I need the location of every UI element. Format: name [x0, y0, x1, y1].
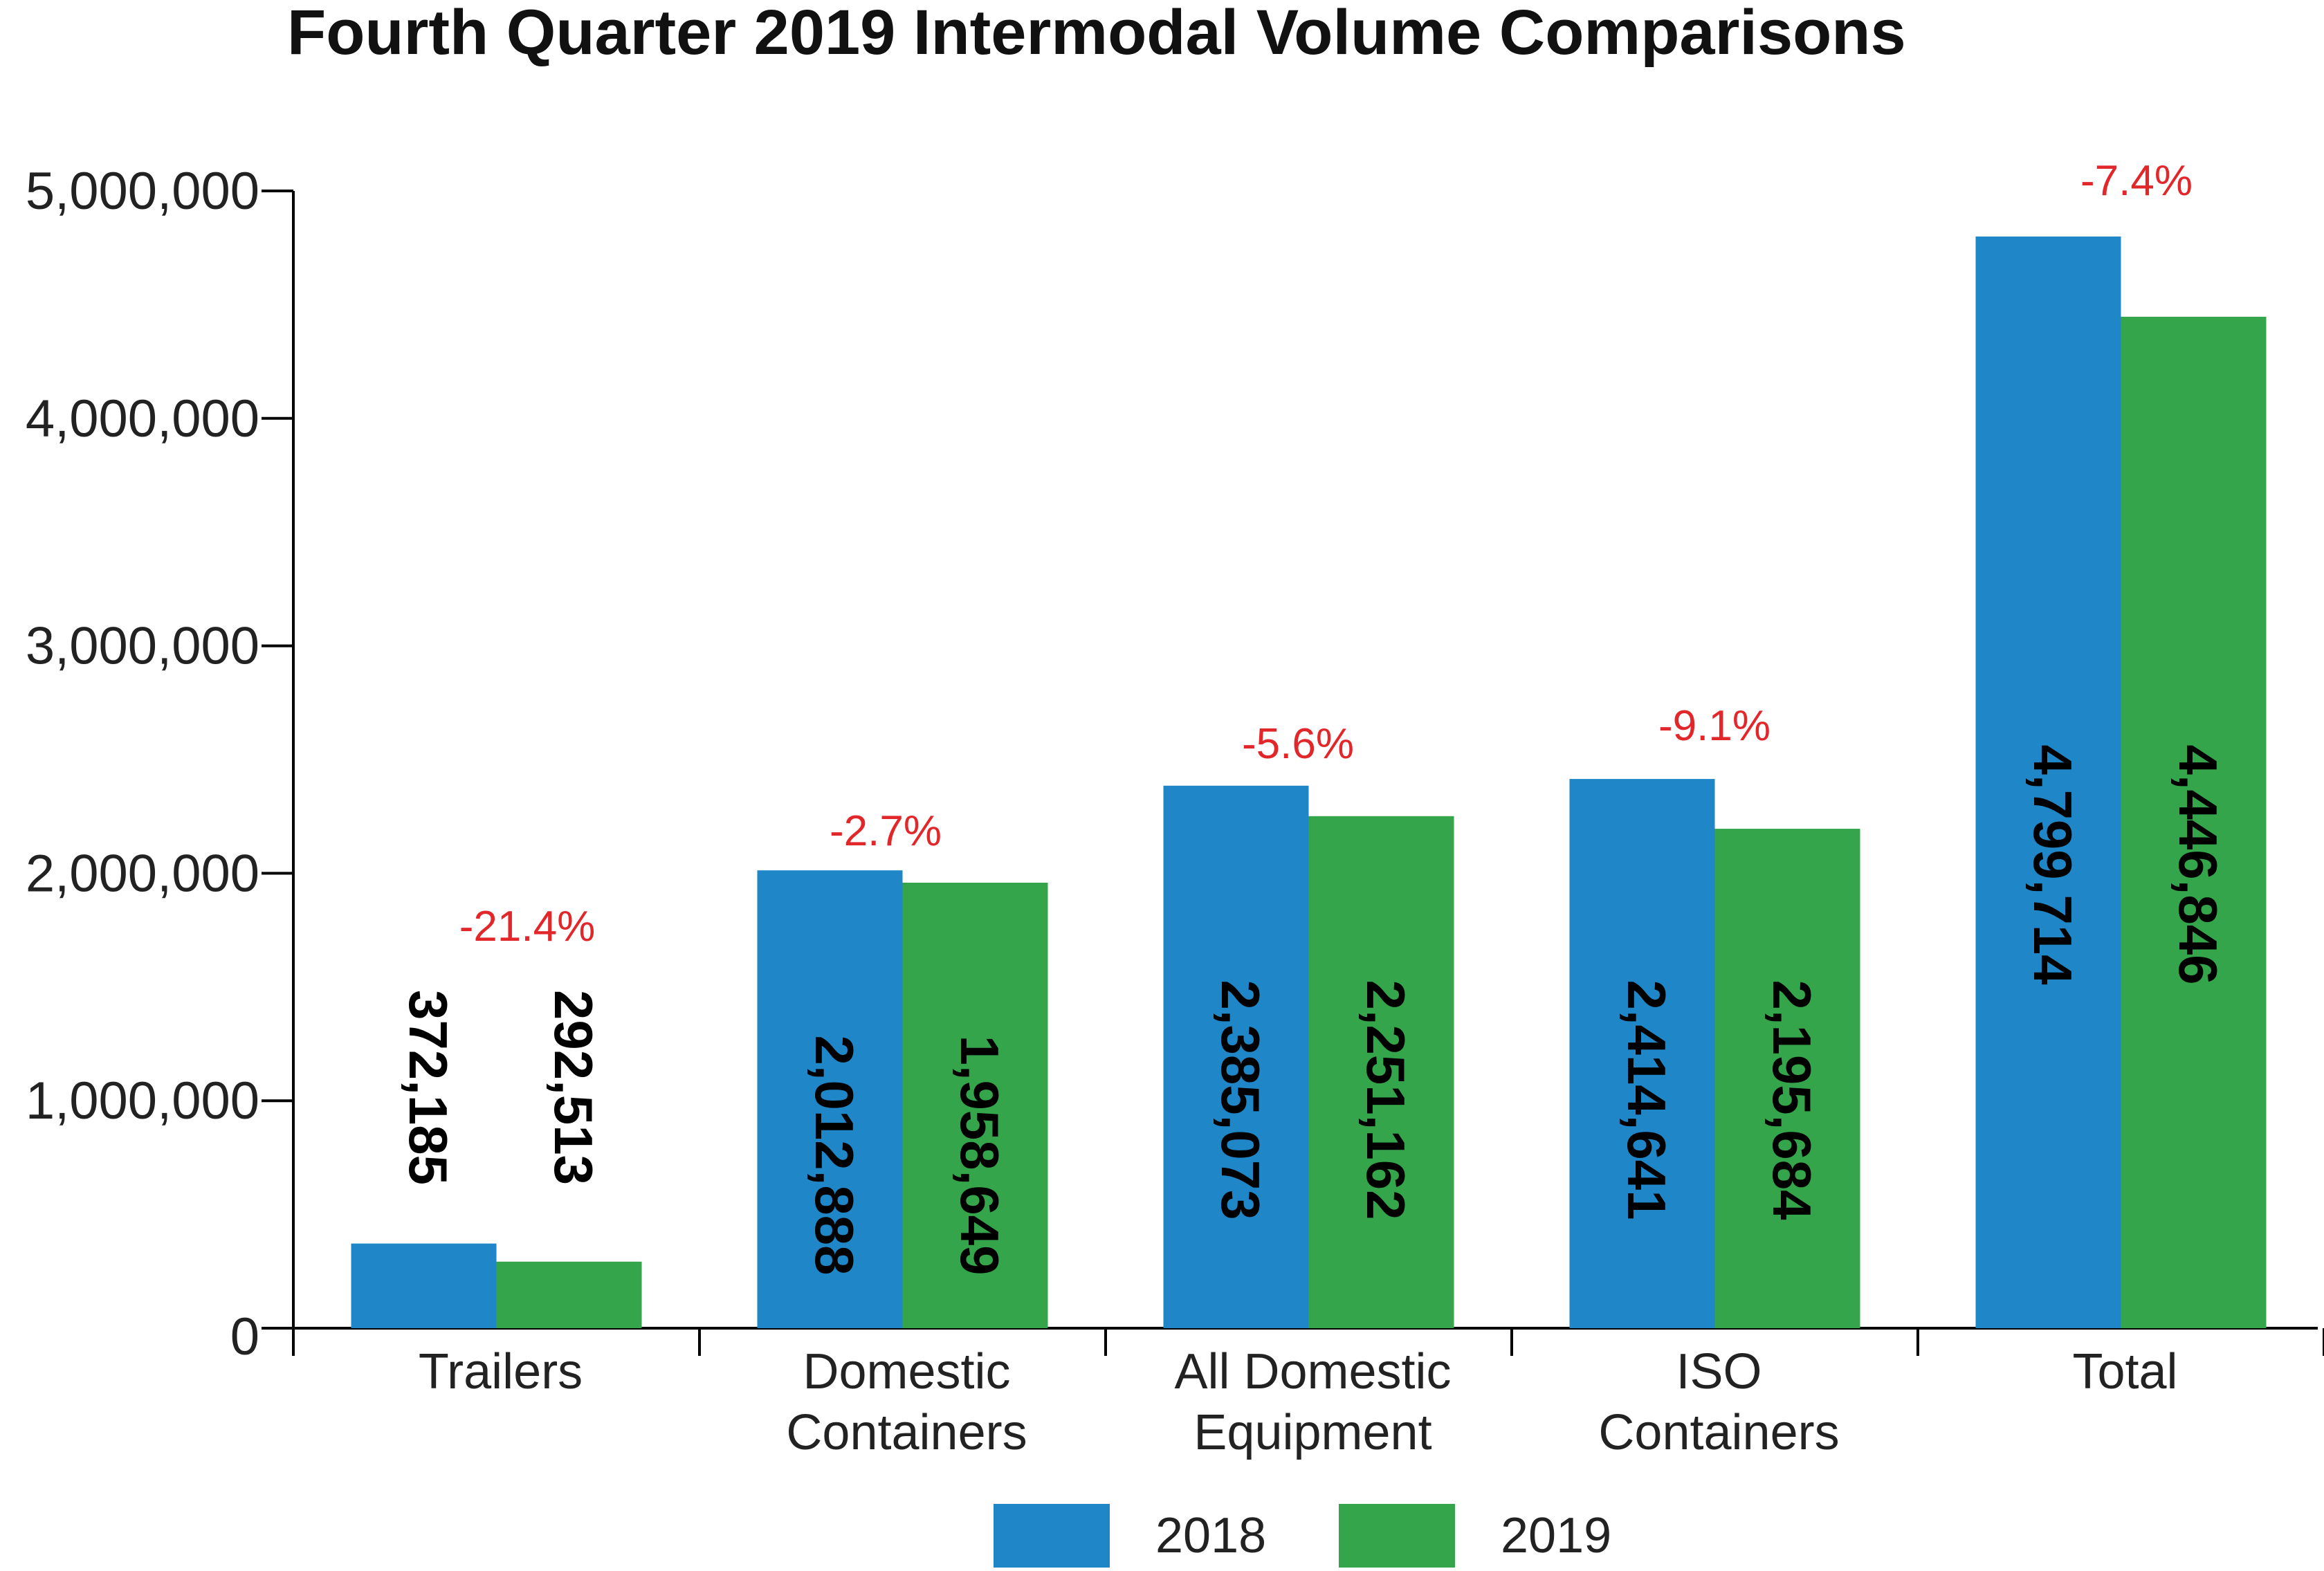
chart-title: Fourth Quarter 2019 Intermodal Volume Co…	[287, 0, 1906, 68]
pct-change-label: -21.4%	[459, 903, 595, 950]
axes: 0 1,000,000 2,000,000 3,000,000 4,000,000 5,0…	[26, 162, 2324, 1366]
y-tick-label: 3,000,000	[26, 617, 259, 676]
legend: 2018 2019	[994, 1504, 1611, 1568]
legend-label-2018: 2018	[1155, 1508, 1266, 1563]
pct-change-label: -9.1%	[1658, 702, 1771, 750]
data-label: 2,414,641	[1616, 980, 1677, 1220]
bar-2018-3	[1569, 779, 1715, 1328]
bar-2019-4	[2121, 316, 2267, 1328]
pct-change-label: -2.7%	[830, 807, 942, 855]
data-label: 2,195,684	[1762, 980, 1822, 1220]
data-label: 292,513	[543, 990, 604, 1185]
pct-change-label: -5.6%	[1242, 720, 1354, 768]
data-label: 2,012,888	[804, 1035, 865, 1275]
bar-2018-0	[351, 1243, 497, 1328]
x-tick-label: ISO Containers	[1598, 1344, 1839, 1460]
legend-swatch-2018	[994, 1504, 1110, 1568]
data-label: 4,799,714	[2022, 744, 2083, 984]
x-tick-label: Trailers	[419, 1344, 583, 1399]
x-tick-label: Total	[2072, 1344, 2177, 1399]
bar-2019-1	[902, 882, 1048, 1328]
legend-swatch-2019	[1339, 1504, 1455, 1568]
y-tick-label: 2,000,000	[26, 844, 259, 903]
data-label: 4,446,846	[2168, 744, 2229, 984]
labels: Trailers 372,185 292,513 -21.4% Domestic Cont…	[398, 157, 2229, 1460]
pct-change-label: -7.4%	[2080, 157, 2193, 205]
y-tick-label: 4,000,000	[26, 389, 259, 448]
data-label: 1,958,649	[949, 1035, 1010, 1275]
legend-label-2019: 2019	[1501, 1508, 1611, 1563]
bar-2018-1	[757, 870, 903, 1328]
x-tick-label: Domestic Containers	[786, 1344, 1027, 1460]
bar-2018-4	[1975, 236, 2121, 1329]
bars	[351, 236, 2267, 1329]
data-label: 2,385,073	[1210, 980, 1271, 1220]
data-label: 2,251,162	[1355, 980, 1416, 1220]
bar-2019-0	[496, 1261, 642, 1328]
bar-2018-2	[1163, 785, 1309, 1328]
bar-2019-3	[1714, 829, 1860, 1328]
y-tick-label: 0	[230, 1307, 259, 1366]
y-tick-label: 5,000,000	[26, 162, 259, 221]
y-tick-label: 1,000,000	[26, 1072, 259, 1130]
x-tick-label: All Domestic Equipment	[1174, 1344, 1451, 1460]
data-label: 372,185	[398, 990, 459, 1185]
bar-2019-2	[1308, 816, 1454, 1328]
